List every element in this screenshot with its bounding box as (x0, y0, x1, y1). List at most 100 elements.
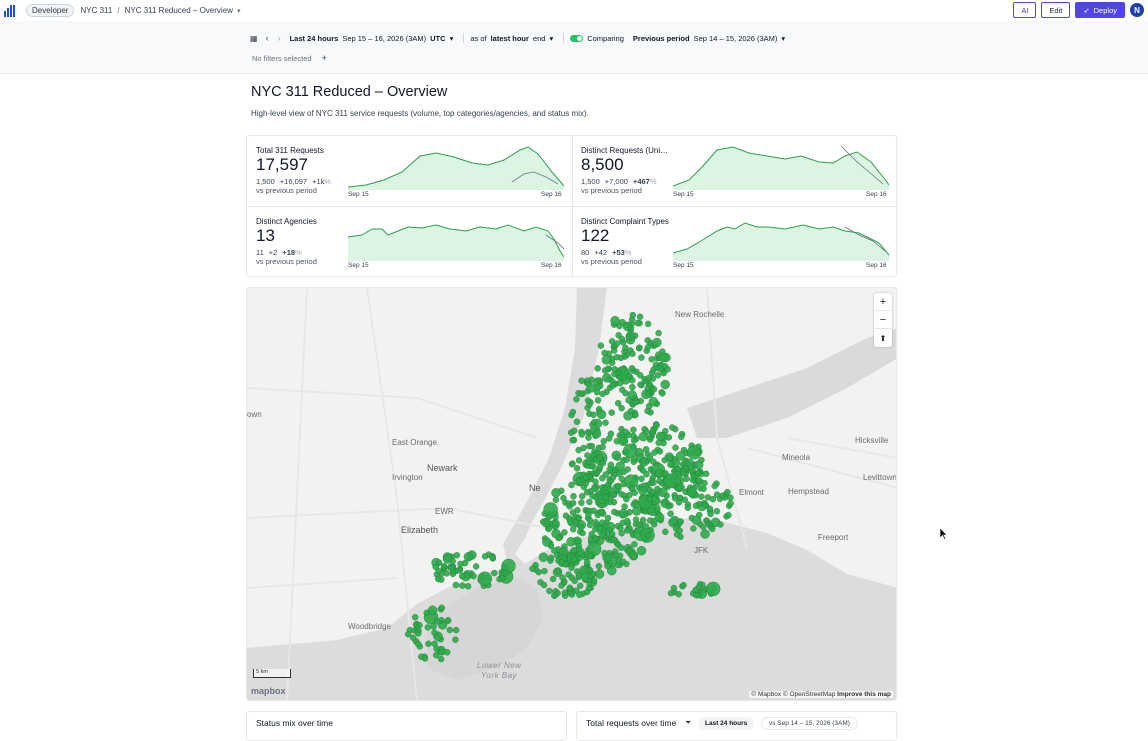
map-point[interactable] (676, 494, 684, 502)
map-point[interactable] (717, 521, 724, 528)
map-point[interactable] (623, 495, 630, 503)
map-point[interactable] (548, 554, 555, 561)
map-point[interactable] (551, 592, 558, 599)
map-point[interactable] (575, 476, 583, 484)
map-point[interactable] (604, 365, 612, 372)
map-point[interactable] (700, 523, 707, 531)
map-point[interactable] (588, 530, 595, 538)
map-point[interactable] (612, 551, 619, 559)
map-point[interactable] (601, 349, 608, 357)
map-point[interactable] (452, 626, 460, 634)
map-point[interactable] (630, 426, 637, 434)
map-point[interactable] (627, 390, 637, 400)
attribution-text[interactable]: © Mapbox © OpenStreetMap (751, 691, 836, 698)
map-point[interactable] (644, 407, 651, 415)
map-point[interactable] (627, 324, 635, 332)
map-point[interactable] (571, 577, 578, 585)
map-point[interactable] (670, 584, 678, 592)
map-point[interactable] (725, 511, 732, 519)
map-point[interactable] (434, 575, 442, 583)
map-point[interactable] (452, 636, 459, 643)
map-point[interactable] (625, 431, 632, 439)
map-point[interactable] (613, 353, 621, 361)
map-point[interactable] (621, 503, 628, 510)
map-point[interactable] (727, 500, 734, 507)
map-point[interactable] (644, 320, 652, 328)
map-point[interactable] (414, 640, 422, 647)
map-point[interactable] (604, 514, 612, 522)
comparison-dates[interactable]: Sep 14 – 15, 2026 (3AM) (693, 33, 778, 43)
map-point[interactable] (638, 354, 645, 361)
map-point[interactable] (628, 365, 636, 372)
map-point[interactable] (569, 408, 577, 416)
map-point[interactable] (623, 443, 638, 459)
map-point[interactable] (443, 649, 451, 656)
map-point[interactable] (555, 567, 562, 574)
map-point[interactable] (600, 437, 607, 445)
map-point[interactable] (642, 522, 649, 530)
map-point[interactable] (702, 470, 710, 478)
map-point[interactable] (585, 585, 593, 592)
previous-period-arrow-icon[interactable]: ‹ (265, 33, 269, 43)
map-point[interactable] (551, 488, 561, 498)
improve-map-link[interactable]: Improve this map (837, 691, 891, 698)
map-point[interactable] (669, 424, 676, 431)
map-point[interactable] (629, 383, 636, 391)
map-point[interactable] (540, 518, 547, 526)
map-point[interactable] (623, 517, 631, 525)
map-point[interactable] (674, 465, 682, 473)
map-point[interactable] (653, 422, 660, 429)
map-point[interactable] (608, 409, 615, 416)
map-point[interactable] (585, 458, 592, 465)
map-point[interactable] (552, 519, 559, 527)
as-of-value[interactable]: latest hour (490, 33, 529, 43)
map-point[interactable] (582, 480, 589, 487)
map-point[interactable] (592, 518, 599, 526)
map-point[interactable] (432, 563, 439, 571)
map-point[interactable] (583, 559, 591, 566)
map-point[interactable] (555, 534, 562, 542)
map-point[interactable] (623, 456, 630, 463)
map-point[interactable] (477, 571, 493, 586)
map-point[interactable] (584, 397, 592, 404)
map-point[interactable] (637, 371, 644, 379)
map-point[interactable] (649, 428, 657, 435)
map-point[interactable] (585, 511, 592, 519)
map-point[interactable] (499, 574, 506, 582)
filter-icon[interactable]: ⏷ (685, 718, 692, 727)
map-point[interactable] (438, 604, 446, 611)
map-point[interactable] (687, 487, 697, 497)
map-point[interactable] (573, 396, 580, 403)
comparing-toggle[interactable] (570, 34, 584, 42)
kpi-card-distinct-agencies[interactable]: Distinct Agencies 13 11 +2 +18% vs previou… (247, 207, 572, 277)
map-point[interactable] (657, 365, 664, 373)
compass-reset-icon[interactable]: ⬆ (879, 333, 887, 343)
map-point[interactable] (457, 560, 464, 568)
map-point[interactable] (433, 618, 441, 625)
map-point[interactable] (414, 630, 422, 637)
map-point[interactable] (634, 319, 641, 327)
map-point[interactable] (642, 446, 650, 453)
map-point[interactable] (611, 508, 618, 516)
map-point[interactable] (577, 390, 585, 398)
map-point[interactable] (665, 434, 673, 441)
map-point[interactable] (453, 552, 461, 559)
map-point[interactable] (636, 313, 644, 320)
map-point[interactable] (615, 482, 622, 490)
map-point[interactable] (627, 407, 635, 415)
map-point[interactable] (577, 582, 584, 589)
map-point[interactable] (629, 311, 636, 319)
map-point[interactable] (692, 502, 700, 509)
map-point[interactable] (617, 525, 624, 532)
map-point[interactable] (545, 513, 553, 521)
mapbox-logo[interactable]: mapbox (251, 686, 286, 696)
map-point[interactable] (570, 546, 577, 554)
map-point[interactable] (561, 529, 568, 536)
map-point[interactable] (636, 546, 647, 556)
map-point[interactable] (575, 572, 583, 579)
org-badge[interactable]: Developer (26, 4, 75, 17)
map-point[interactable] (625, 334, 632, 341)
map-point[interactable] (606, 435, 613, 442)
map-point[interactable] (680, 581, 687, 589)
map-point[interactable] (631, 541, 638, 548)
